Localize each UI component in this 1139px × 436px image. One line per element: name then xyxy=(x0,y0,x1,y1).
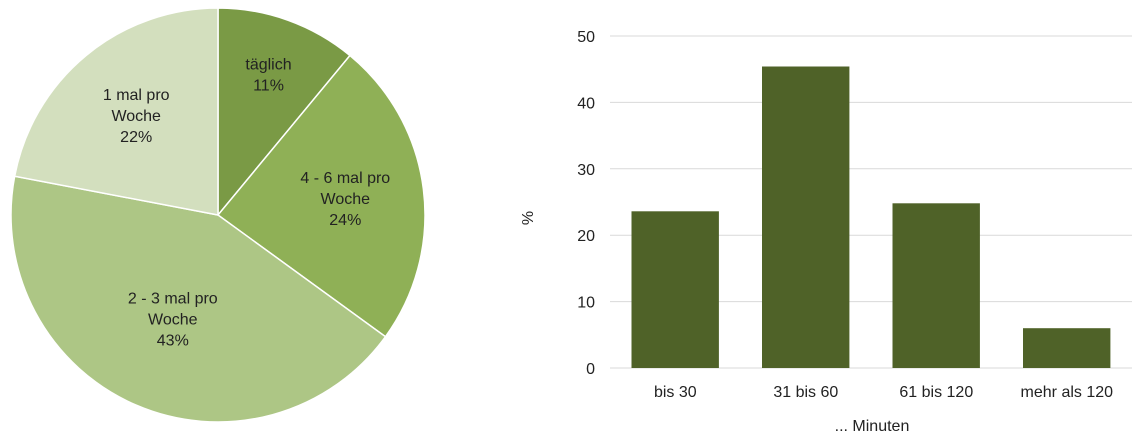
y-tick-label: 30 xyxy=(577,162,595,179)
x-axis-ticks: bis 30 31 bis 60 61 bis 120 mehr als 120 xyxy=(654,384,1113,401)
y-tick-label: 50 xyxy=(577,29,595,46)
y-axis-label: % xyxy=(520,211,537,225)
x-tick-label-31-bis-60: 31 bis 60 xyxy=(773,384,838,401)
y-tick-label: 10 xyxy=(577,295,595,312)
bar-61-bis-120 xyxy=(892,203,980,368)
pie-chart: täglich 11% 4 - 6 mal pro Woche 24% 2 - 3 mal… xyxy=(10,7,426,423)
pie-slice-täglich xyxy=(217,7,352,218)
y-tick-label: 40 xyxy=(577,95,595,112)
bar-chart: 0 10 20 30 40 50 bis 30 31 bis 60 61 bis 120 meh… xyxy=(520,29,1132,435)
pie-label-täglich: täglich 11% xyxy=(245,56,291,94)
pie-slice-4-6-mal-pro-woche xyxy=(216,54,426,338)
y-tick-label: 0 xyxy=(586,361,595,378)
pie-label-4-6-mal-pro-woche: 4 - 6 mal pro Woche 24% xyxy=(300,170,390,229)
y-tick-label: 20 xyxy=(577,228,595,245)
bar-mehr-als-120 xyxy=(1023,328,1111,368)
pie-label-2-3-mal-pro-woche: 2 - 3 mal pro Woche 43% xyxy=(128,291,218,350)
pie-slices xyxy=(10,7,426,423)
x-tick-label-mehr-als-120: mehr als 120 xyxy=(1021,384,1114,401)
bar-31-bis-60 xyxy=(762,66,850,368)
bars xyxy=(631,66,1111,368)
pie-slice-2-3-mal-pro-woche xyxy=(10,175,387,423)
y-axis-ticks: 0 10 20 30 40 50 xyxy=(577,29,595,378)
pie-label-1-mal-pro-woche: 1 mal pro Woche 22% xyxy=(103,87,170,146)
x-axis-label: ... Minuten xyxy=(835,418,910,435)
x-tick-label-bis-30: bis 30 xyxy=(654,384,697,401)
pie-slice-1-mal-pro-woche xyxy=(13,7,219,216)
x-tick-label-61-bis-120: 61 bis 120 xyxy=(899,384,973,401)
bar-bis-30 xyxy=(631,211,719,368)
pie-labels: täglich 11% 4 - 6 mal pro Woche 24% 2 - 3 mal… xyxy=(103,56,390,349)
